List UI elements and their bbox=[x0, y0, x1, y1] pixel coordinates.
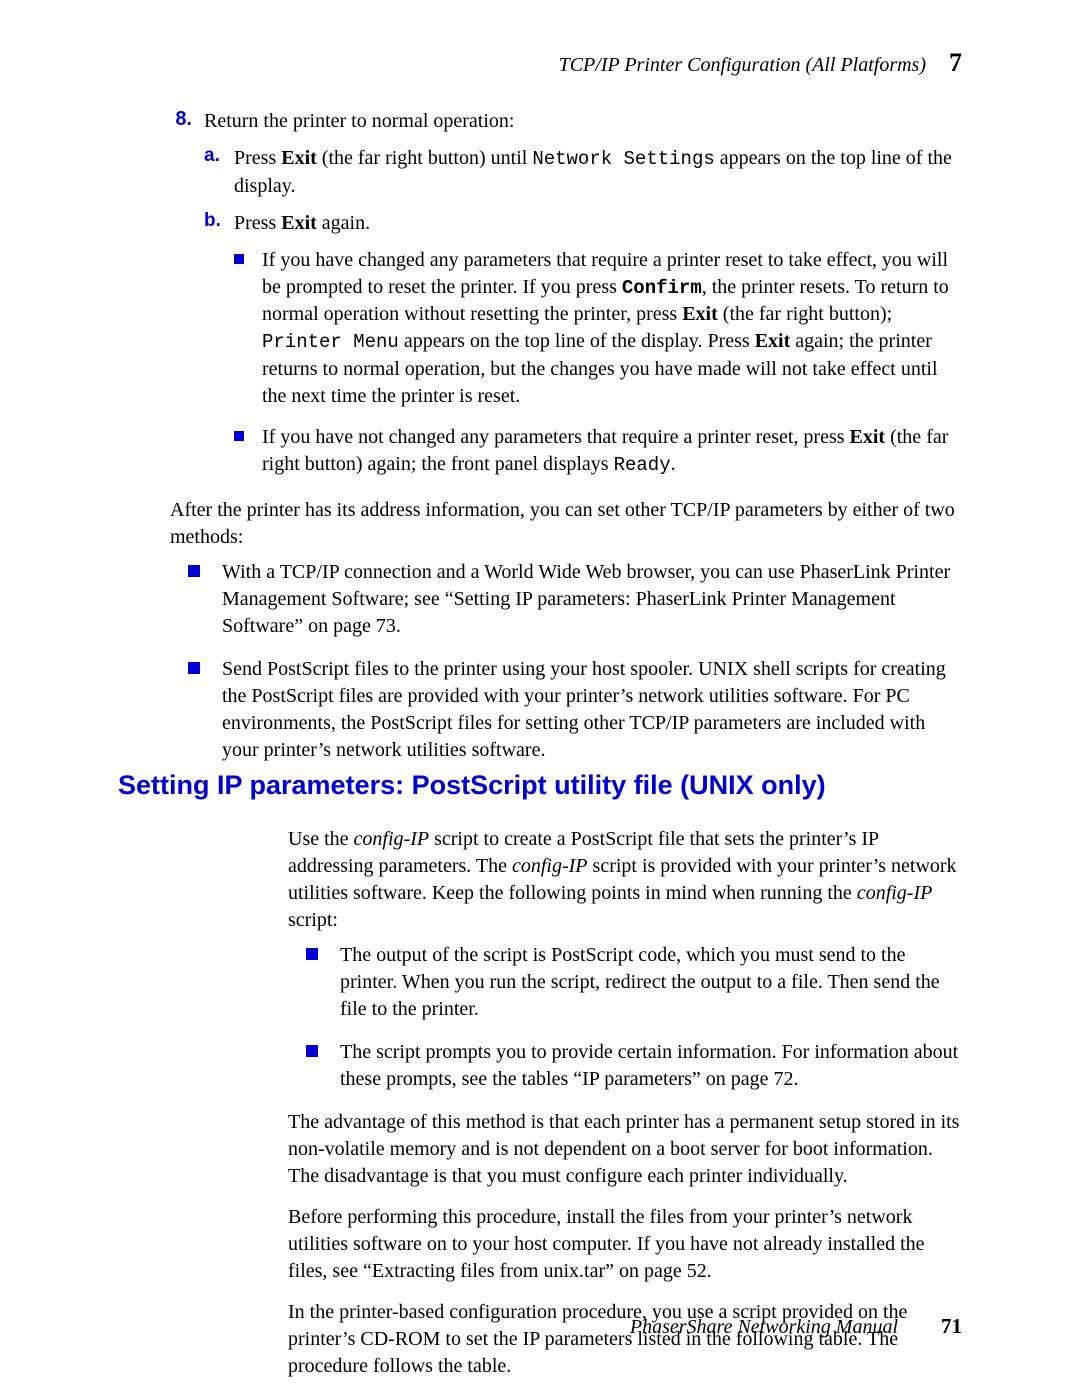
mono-run: Printer Menu bbox=[262, 331, 399, 353]
bullet-item: The script prompts you to provide certai… bbox=[306, 1039, 962, 1093]
paragraph: Before performing this procedure, instal… bbox=[288, 1204, 962, 1285]
bullet-item: Send PostScript files to the printer usi… bbox=[188, 656, 962, 764]
mono-run: Network Settings bbox=[532, 148, 714, 170]
text-run: (the far right button); bbox=[718, 303, 892, 325]
bullet-text: If you have not changed any parameters t… bbox=[262, 424, 962, 479]
italic-run: config-IP bbox=[354, 828, 430, 850]
bold-run: Exit bbox=[755, 330, 791, 352]
paragraph: Use the config-IP script to create a Pos… bbox=[288, 826, 962, 934]
running-header: TCP/IP Printer Configuration (All Platfo… bbox=[559, 48, 962, 78]
paragraph: In the printer-based configuration proce… bbox=[288, 1299, 962, 1380]
square-bullet-icon bbox=[234, 254, 244, 264]
manual-title: PhaserShare Networking Manual bbox=[630, 1316, 898, 1338]
substep-a: a. Press Exit (the far right button) unt… bbox=[204, 145, 962, 200]
paragraph: The advantage of this method is that eac… bbox=[288, 1109, 962, 1190]
text-run: Use the bbox=[288, 828, 354, 850]
step-number: 8. bbox=[170, 108, 204, 135]
bullet-item: The output of the script is PostScript c… bbox=[306, 942, 962, 1023]
page-footer: PhaserShare Networking Manual 71 bbox=[630, 1314, 962, 1339]
chapter-number: 7 bbox=[949, 48, 962, 77]
inner-bullets: If you have changed any parameters that … bbox=[170, 247, 962, 479]
text-run: Press bbox=[234, 147, 281, 169]
square-bullet-icon bbox=[188, 565, 200, 577]
square-bullet-icon bbox=[306, 948, 318, 960]
substeps: a. Press Exit (the far right button) unt… bbox=[170, 145, 962, 479]
bullet-text: The script prompts you to provide certai… bbox=[340, 1039, 962, 1093]
substep-text: Press Exit again. bbox=[234, 210, 962, 237]
bold-run: Exit bbox=[682, 303, 718, 325]
text-run: If you have not changed any parameters t… bbox=[262, 426, 850, 448]
mono-run: Ready bbox=[614, 454, 671, 476]
substep-b: b. Press Exit again. bbox=[204, 210, 962, 237]
section-2-bullets: The output of the script is PostScript c… bbox=[288, 942, 962, 1093]
text-run: Press bbox=[234, 212, 281, 234]
text-run: . bbox=[671, 453, 676, 475]
bold-run: Exit bbox=[281, 147, 317, 169]
bullet-text: If you have changed any parameters that … bbox=[262, 247, 962, 410]
upper-content: 8. Return the printer to normal operatio… bbox=[170, 108, 962, 780]
square-bullet-icon bbox=[188, 662, 200, 674]
running-title: TCP/IP Printer Configuration (All Platfo… bbox=[559, 54, 926, 76]
bold-run: Exit bbox=[281, 212, 317, 234]
after-paragraph: After the printer has its address inform… bbox=[170, 497, 962, 551]
step-8: 8. Return the printer to normal operatio… bbox=[170, 108, 962, 135]
bullet-item: If you have not changed any parameters t… bbox=[234, 424, 962, 479]
text-run: script: bbox=[288, 909, 338, 931]
bullet-item: With a TCP/IP connection and a World Wid… bbox=[188, 559, 962, 640]
italic-run: config-IP bbox=[857, 882, 933, 904]
outer-bullets: With a TCP/IP connection and a World Wid… bbox=[170, 559, 962, 764]
bullet-text: Send PostScript files to the printer usi… bbox=[222, 656, 962, 764]
text-run: again. bbox=[317, 212, 370, 234]
bullet-text: The output of the script is PostScript c… bbox=[340, 942, 962, 1023]
bold-run: Exit bbox=[850, 426, 886, 448]
step-text: Return the printer to normal operation: bbox=[204, 108, 962, 135]
square-bullet-icon bbox=[234, 431, 244, 441]
square-bullet-icon bbox=[306, 1045, 318, 1057]
text-run: appears on the top line of the display. … bbox=[399, 330, 755, 352]
substep-text: Press Exit (the far right button) until … bbox=[234, 145, 962, 200]
mono-bold-run: Confirm bbox=[622, 277, 702, 299]
bullet-text: With a TCP/IP connection and a World Wid… bbox=[222, 559, 962, 640]
substep-label: b. bbox=[204, 210, 234, 237]
bullet-item: If you have changed any parameters that … bbox=[234, 247, 962, 410]
page-number: 71 bbox=[941, 1314, 962, 1338]
substep-label: a. bbox=[204, 145, 234, 200]
page: TCP/IP Printer Configuration (All Platfo… bbox=[0, 0, 1080, 1397]
text-run: (the far right button) until bbox=[317, 147, 533, 169]
section-heading: Setting IP parameters: PostScript utilit… bbox=[118, 770, 826, 801]
section-2-content: Use the config-IP script to create a Pos… bbox=[288, 812, 962, 1388]
italic-run: config-IP bbox=[512, 855, 588, 877]
